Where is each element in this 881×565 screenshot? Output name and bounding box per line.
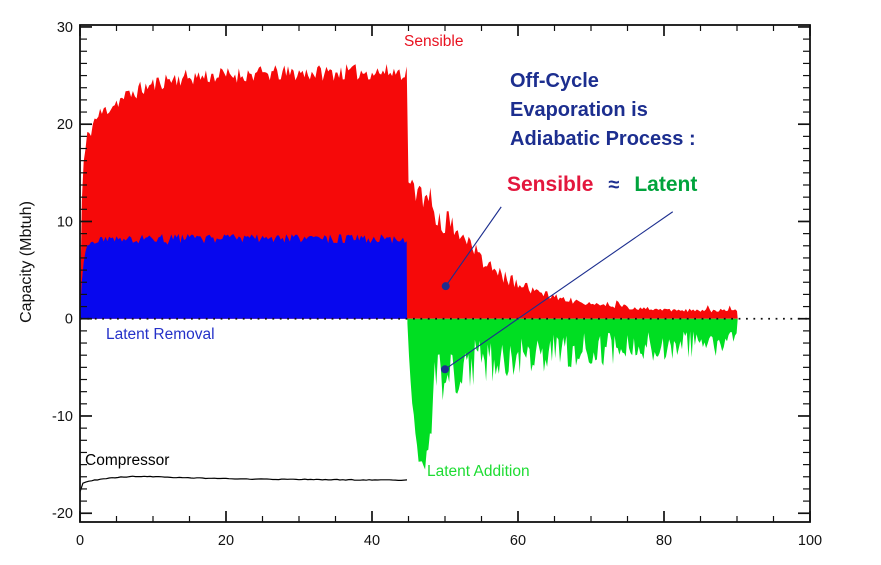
annotation-heading-line2: Evaporation is [510, 99, 648, 121]
latent-removal-area-label: Latent Removal [106, 326, 215, 343]
y-tick-label: -20 [52, 506, 73, 522]
x-tick-label: 40 [364, 533, 380, 549]
x-tick-label: 100 [798, 533, 822, 549]
latent-pointer-line [444, 211, 674, 370]
sensible-area-label: Sensible [404, 33, 464, 50]
y-tick-label: 10 [57, 214, 73, 230]
equation-latent-text: Latent [634, 173, 698, 196]
equation-sensible-text: Sensible [507, 173, 594, 196]
x-tick-label: 80 [656, 533, 672, 549]
annotation-equation: Sensible ≈ Latent [507, 173, 697, 197]
series-latent-addition [407, 318, 738, 470]
approx-symbol: ≈ [608, 174, 620, 196]
x-tick-label: 0 [76, 533, 84, 549]
annotation-heading-line3: Adiabatic Process : [510, 128, 696, 150]
sensible-pointer-line [445, 206, 502, 287]
latent-addition-area-label: Latent Addition [427, 463, 530, 480]
series-latent-removal [80, 233, 407, 319]
y-tick-label: 0 [65, 312, 73, 328]
y-axis-title: Capacity (Mbtuh) [18, 201, 35, 323]
annotation-heading-line1: Off-Cycle [510, 70, 599, 92]
y-tick-label: 20 [57, 117, 73, 133]
series-compressor [79, 475, 408, 493]
y-tick-label: 30 [57, 20, 73, 36]
latent-pointer-dot [441, 365, 449, 374]
x-tick-label: 20 [218, 533, 234, 549]
annotation-heading: Off-Cycle Evaporation is Adiabatic Proce… [510, 67, 696, 154]
sensible-pointer-dot [441, 282, 450, 291]
x-tick-label: 60 [510, 533, 526, 549]
y-tick-label: -10 [52, 409, 73, 425]
compressor-line-label: Compressor [85, 452, 170, 469]
